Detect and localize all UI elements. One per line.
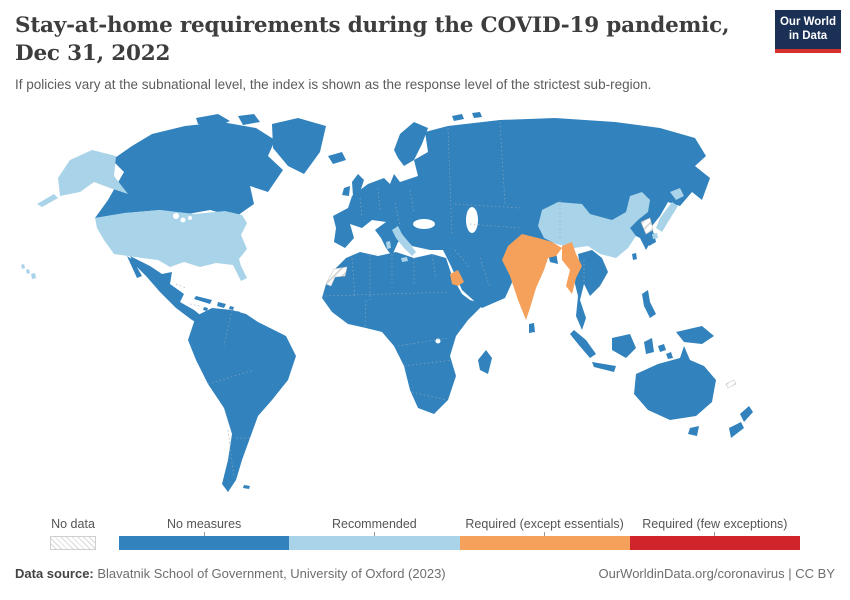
great-lakes [188,216,192,220]
legend-item-no-measures[interactable]: No measures [119,516,290,550]
owid-link[interactable]: OurWorldinData.org/coronavirus | CC BY [598,566,835,581]
map-region-united-kingdom[interactable] [352,174,364,196]
map-region-sri-lanka[interactable] [529,323,535,333]
lake-victoria [435,338,441,344]
map-region-eritrea[interactable] [450,270,464,286]
map-region-hawaii[interactable] [21,264,36,279]
map-region-mexico-central-america[interactable] [127,256,212,328]
inland-seas [173,207,478,344]
map-region-north-korea[interactable] [640,217,654,235]
country-borders [175,121,585,479]
legend-item-required-few-exceptions[interactable]: Required (few exceptions) [629,516,800,550]
map-region-india[interactable] [502,234,562,320]
legend-tick [544,532,546,536]
map-region-western-sahara[interactable] [325,266,348,287]
map-region-scandinavia[interactable] [394,122,428,166]
owid-logo-stripe [775,48,841,53]
map-region-italy[interactable] [386,226,416,262]
legend-tick [714,532,716,536]
chart-footer: Data source: Blavatnik School of Governm… [15,566,835,581]
data-source-label: Data source: [15,566,94,581]
map-region-philippines[interactable] [642,290,656,318]
map-legend: No data No measures Recommended Required… [50,516,800,550]
legend-swatch-no-data [50,536,96,550]
map-region-iceland[interactable] [328,152,346,164]
map-region-myanmar[interactable] [562,242,582,294]
map-region-japan[interactable] [652,188,684,239]
world-map-svg [21,112,753,492]
owid-logo[interactable]: Our World in Data [775,10,841,53]
map-region-madagascar[interactable] [478,350,492,374]
world-map [0,108,850,508]
map-region-canadian-arctic-islands[interactable] [196,114,260,141]
map-region-ireland[interactable] [342,186,350,196]
legend-swatch-required-except-essentials [459,536,630,550]
map-region-china[interactable] [538,192,650,258]
map-region-taiwan[interactable] [632,253,637,260]
map-region-caribbean[interactable] [194,296,242,321]
legend-item-recommended[interactable]: Recommended [289,516,460,550]
legend-item-required-except-essentials[interactable]: Required (except essentials) [459,516,630,550]
chart-header: Stay-at-home requirements during the COV… [15,12,835,92]
legend-label-required-few-exceptions: Required (few exceptions) [642,517,788,531]
legend-label-no-measures: No measures [166,517,242,531]
legend-swatch-recommended [289,536,460,550]
map-region-alaska[interactable] [37,150,128,207]
owid-logo-box: Our World in Data [775,10,841,49]
map-region-eurasia[interactable] [333,112,710,308]
map-region-united-states[interactable] [95,210,247,281]
great-lakes [173,213,179,219]
legend-label-no-data: No data [51,517,95,531]
legend-item-no-data[interactable]: No data [50,516,96,550]
legend-swatch-required-few-exceptions [629,536,800,550]
map-region-greenland[interactable] [272,118,326,174]
caspian-sea [466,207,478,233]
map-region-new-guinea[interactable] [676,326,714,344]
map-region-new-caledonia[interactable] [725,379,737,389]
great-lakes [180,217,186,223]
page-title: Stay-at-home requirements during the COV… [15,13,730,67]
map-region-new-zealand[interactable] [729,406,753,438]
legend-tick [373,532,375,536]
map-region-canada[interactable] [95,122,283,218]
map-region-south-america[interactable] [188,308,296,492]
legend-tick [203,532,205,536]
black-sea [413,219,435,229]
page-subtitle: If policies vary at the subnational leve… [15,76,652,92]
legend-swatch-no-measures [119,536,290,550]
owid-logo-line2: in Data [788,29,828,42]
map-region-indonesia[interactable] [570,330,673,372]
legend-label-recommended: Recommended [331,517,417,531]
map-region-southeast-asia[interactable] [574,250,608,330]
map-region-africa[interactable] [322,252,484,414]
data-source: Data source: Blavatnik School of Governm… [15,566,446,581]
data-source-text: Blavatnik School of Government, Universi… [93,566,446,581]
owid-logo-line1: Our World [779,16,836,28]
legend-color-bar: No measures Recommended Required (except… [119,516,800,550]
legend-label-required-except-essentials: Required (except essentials) [465,517,624,531]
map-region-australia[interactable] [634,346,716,436]
